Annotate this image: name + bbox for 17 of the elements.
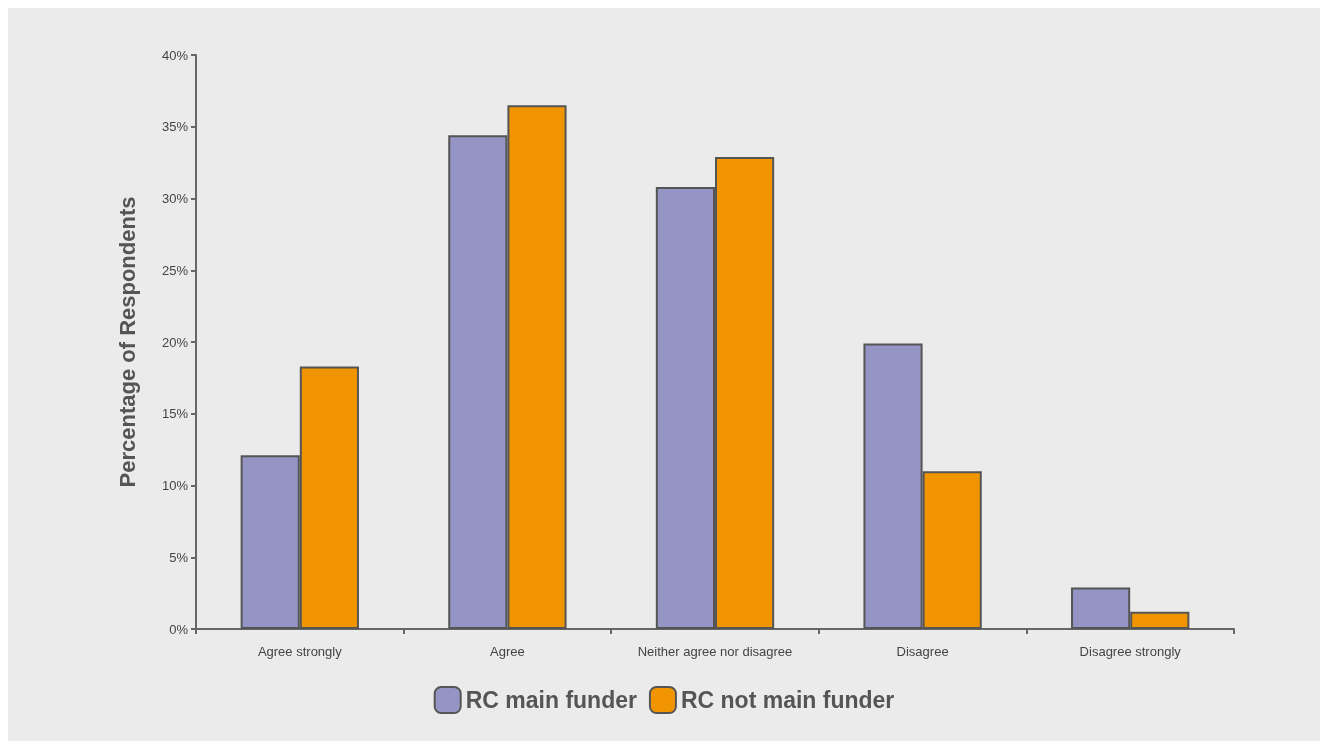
y-tick-label: 40% — [161, 47, 189, 63]
y-tick-label: 0% — [169, 621, 189, 637]
y-tick-label: 10% — [161, 478, 189, 493]
y-tick-label: 20% — [161, 334, 189, 350]
x-tick-label: Disagree — [896, 644, 949, 659]
x-tick-label: Neither agree nor disagree — [637, 644, 793, 659]
y-tick-label: 35% — [161, 119, 189, 135]
x-tick-label: Agree — [490, 644, 525, 659]
y-axis-title: Percentage of Respondents — [114, 196, 140, 488]
y-tick-label: 30% — [161, 191, 189, 206]
x-tick-label: Agree strongly — [257, 644, 343, 659]
legend-label: RC not main funder — [680, 687, 895, 713]
legend-label: RC main funder — [465, 687, 637, 713]
x-tick-label: Disagree strongly — [1079, 644, 1182, 659]
y-tick-label: 15% — [161, 406, 189, 422]
y-tick-label: 5% — [169, 549, 189, 565]
y-tick-label: 25% — [161, 262, 189, 278]
